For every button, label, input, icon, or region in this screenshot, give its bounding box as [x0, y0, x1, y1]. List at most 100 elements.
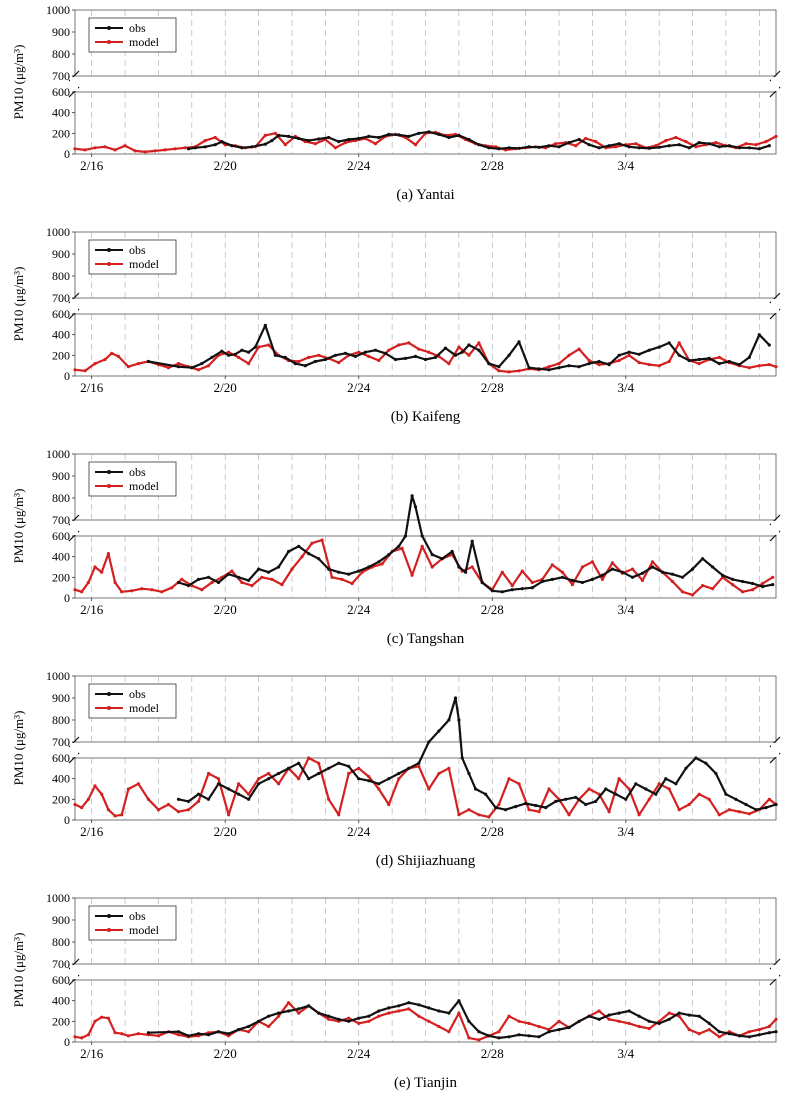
data-point-obs — [497, 1036, 501, 1040]
data-point-model — [317, 761, 321, 765]
data-point-obs — [317, 771, 321, 776]
data-point-model — [737, 810, 741, 814]
data-point-obs — [437, 1009, 441, 1013]
data-point-obs — [307, 139, 311, 143]
data-point-model — [350, 581, 354, 586]
data-point-obs — [196, 577, 201, 582]
data-point-obs — [220, 349, 224, 353]
y-tick-label: 900 — [52, 691, 70, 705]
data-point-model — [690, 593, 695, 597]
data-point-obs — [297, 136, 301, 141]
legend-label-model: model — [129, 479, 160, 493]
data-point-obs — [357, 777, 361, 781]
axis-break-gap — [771, 965, 779, 979]
data-point-obs — [520, 587, 524, 591]
y-tick-label: 400 — [52, 994, 70, 1008]
data-point-model — [650, 560, 655, 564]
data-point-model — [554, 142, 558, 146]
data-point-obs — [587, 1014, 591, 1018]
data-point-obs — [146, 1031, 150, 1035]
data-point-obs — [357, 136, 361, 141]
y-tick-label: 200 — [52, 126, 70, 140]
data-point-obs — [377, 782, 381, 786]
data-point-model — [547, 787, 551, 791]
x-tick-label: 3/4 — [617, 1046, 634, 1061]
data-point-obs — [287, 766, 291, 770]
data-point-obs — [467, 137, 471, 142]
data-point-model — [176, 1033, 181, 1037]
chart-panel-5: 700 800 900 1000 0 200 400 600 2/16 2/20 2/24 2/28 3… — [11, 891, 781, 1091]
data-point-obs — [607, 363, 611, 367]
data-point-obs — [767, 144, 771, 148]
data-point-model — [93, 146, 97, 150]
data-point-model — [367, 354, 371, 358]
data-point-obs — [227, 353, 231, 357]
data-point-model — [707, 1028, 711, 1032]
data-point-obs — [216, 782, 221, 786]
data-point-model — [707, 797, 711, 801]
data-point-model — [270, 577, 274, 582]
data-point-model — [357, 350, 361, 354]
data-point-obs — [176, 580, 181, 585]
data-point-model — [136, 362, 140, 366]
data-point-model — [747, 812, 751, 816]
data-point-obs — [617, 353, 621, 357]
data-point-model — [300, 555, 304, 559]
data-point-obs — [257, 1019, 261, 1023]
data-point-obs — [397, 544, 401, 548]
data-point-model — [126, 1034, 130, 1038]
x-tick-label: 2/28 — [481, 1046, 504, 1061]
data-point-model — [417, 764, 421, 768]
data-point-obs — [387, 553, 391, 557]
y-tick-label: 200 — [52, 570, 70, 584]
data-point-model — [617, 358, 621, 363]
data-point-model — [687, 802, 691, 807]
y-tick-label: 600 — [52, 85, 70, 99]
data-point-obs — [640, 571, 645, 575]
data-point-obs — [323, 357, 327, 362]
data-point-model — [771, 575, 775, 579]
data-point-model — [287, 1001, 291, 1005]
data-point-model — [747, 366, 751, 370]
data-point-obs — [657, 345, 661, 349]
data-point-obs — [697, 357, 701, 362]
data-point-model — [600, 577, 605, 582]
data-point-model — [647, 1027, 651, 1031]
data-point-model — [83, 148, 87, 152]
data-point-model — [607, 1017, 611, 1021]
data-point-model — [210, 580, 214, 585]
data-point-obs — [327, 135, 331, 140]
data-point-model — [427, 350, 431, 354]
data-point-model — [711, 587, 715, 591]
chart-panel-1: 700 800 900 1000 0 200 400 600 2/16 2/20 2/24 2/28 3… — [11, 3, 781, 203]
data-point-model — [283, 143, 287, 147]
data-point-obs — [317, 1011, 321, 1015]
data-point-model — [527, 1021, 531, 1025]
x-tick-label: 3/4 — [617, 380, 634, 395]
data-point-obs — [213, 143, 217, 147]
data-point-model — [297, 777, 301, 781]
data-point-model — [580, 565, 585, 569]
data-point-obs — [597, 359, 601, 364]
data-point-model — [517, 782, 521, 786]
data-point-obs — [510, 588, 514, 592]
data-point-obs — [647, 1019, 651, 1023]
data-point-obs — [560, 575, 565, 579]
data-point-model — [597, 363, 601, 367]
data-point-model — [397, 1009, 401, 1013]
data-point-obs — [494, 806, 498, 810]
data-point-obs — [470, 539, 474, 543]
data-point-model — [277, 782, 281, 786]
y-tick-label: 1000 — [46, 225, 70, 239]
data-point-model — [93, 362, 97, 366]
data-point-obs — [216, 1030, 221, 1034]
data-point-obs — [690, 567, 695, 571]
x-tick-label: 2/28 — [481, 380, 504, 395]
data-point-obs — [270, 139, 274, 143]
data-point-obs — [594, 799, 598, 804]
legend-box — [88, 905, 177, 941]
data-point-model — [764, 140, 768, 144]
data-point-model — [627, 787, 631, 791]
data-point-model — [247, 1030, 251, 1034]
